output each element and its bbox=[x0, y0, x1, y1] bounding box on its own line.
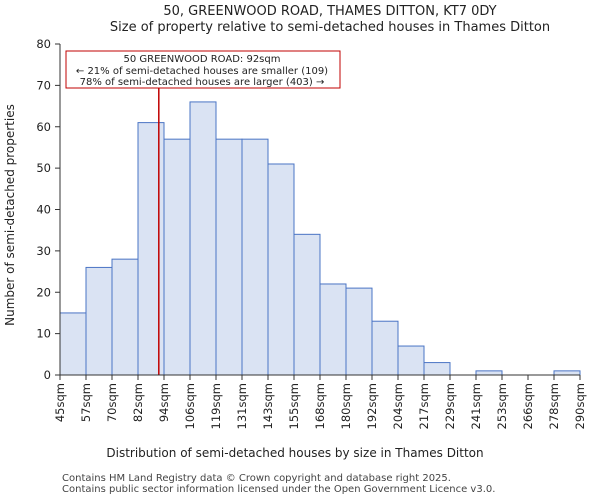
bar bbox=[397, 345, 425, 376]
y-tick-label: 70 bbox=[36, 78, 51, 92]
x-tick-label: 131sqm bbox=[235, 383, 249, 429]
bar bbox=[163, 138, 191, 376]
bar bbox=[371, 320, 399, 376]
bar bbox=[267, 163, 295, 376]
x-tick-label: 241sqm bbox=[469, 383, 483, 429]
x-tick-label: 143sqm bbox=[261, 383, 275, 429]
x-tick-label: 253sqm bbox=[495, 383, 509, 429]
x-tick-label: 155sqm bbox=[287, 383, 301, 429]
bar bbox=[137, 122, 165, 376]
y-tick-label: 50 bbox=[36, 161, 51, 175]
annotation-line-1: 50 GREENWOOD ROAD: 92sqm bbox=[124, 54, 281, 65]
x-tick-label: 290sqm bbox=[573, 383, 587, 429]
x-tick-label: 94sqm bbox=[157, 383, 171, 422]
annotation-border bbox=[65, 50, 341, 89]
bar bbox=[85, 266, 113, 376]
bar bbox=[189, 101, 217, 376]
x-tick-label: 119sqm bbox=[209, 383, 223, 429]
x-tick-label: 45sqm bbox=[53, 383, 67, 422]
y-tick-label: 40 bbox=[36, 203, 51, 217]
bar bbox=[319, 283, 347, 376]
y-axis-label: Number of semi-detached properties bbox=[3, 104, 17, 326]
bar bbox=[215, 138, 243, 376]
y-tick-label: 30 bbox=[36, 244, 51, 258]
bar bbox=[345, 287, 373, 376]
x-tick-label: 204sqm bbox=[391, 383, 405, 429]
bar bbox=[475, 370, 503, 376]
chart-title: 50, GREENWOOD ROAD, THAMES DITTON, KT7 0… bbox=[163, 4, 496, 19]
x-tick-label: 168sqm bbox=[313, 383, 327, 429]
footer-line-2: Contains public sector information licen… bbox=[62, 484, 496, 495]
y-tick-label: 0 bbox=[44, 368, 51, 382]
x-tick-label: 266sqm bbox=[521, 383, 535, 429]
chart-subtitle: Size of property relative to semi-detach… bbox=[110, 20, 550, 35]
x-tick-label: 82sqm bbox=[131, 383, 145, 422]
bar bbox=[111, 258, 139, 376]
x-tick-label: 70sqm bbox=[105, 383, 119, 422]
bar bbox=[423, 362, 451, 376]
annotation-line-2: ← 21% of semi-detached houses are smalle… bbox=[76, 66, 328, 77]
x-tick-label: 192sqm bbox=[365, 383, 379, 429]
bar bbox=[59, 312, 87, 376]
annotation-line-3: 78% of semi-detached houses are larger (… bbox=[80, 77, 325, 88]
x-tick-label: 106sqm bbox=[183, 383, 197, 429]
x-tick-label: 217sqm bbox=[417, 383, 431, 429]
y-tick-label: 10 bbox=[36, 327, 51, 341]
annotation-box: 50 GREENWOOD ROAD: 92sqm ← 21% of semi-d… bbox=[65, 50, 341, 89]
x-tick-label: 180sqm bbox=[339, 383, 353, 429]
bar bbox=[241, 138, 269, 376]
y-tick-label: 80 bbox=[36, 37, 51, 51]
x-axis-label: Distribution of semi-detached houses by … bbox=[106, 446, 483, 460]
bar bbox=[553, 370, 581, 376]
x-tick-label: 278sqm bbox=[547, 383, 561, 429]
y-tick-label: 60 bbox=[36, 120, 51, 134]
y-tick-label: 20 bbox=[36, 285, 51, 299]
x-tick-label: 229sqm bbox=[443, 383, 457, 429]
bar bbox=[293, 233, 321, 376]
footer-line-1: Contains HM Land Registry data © Crown c… bbox=[62, 473, 451, 484]
x-tick-label: 57sqm bbox=[79, 383, 93, 422]
